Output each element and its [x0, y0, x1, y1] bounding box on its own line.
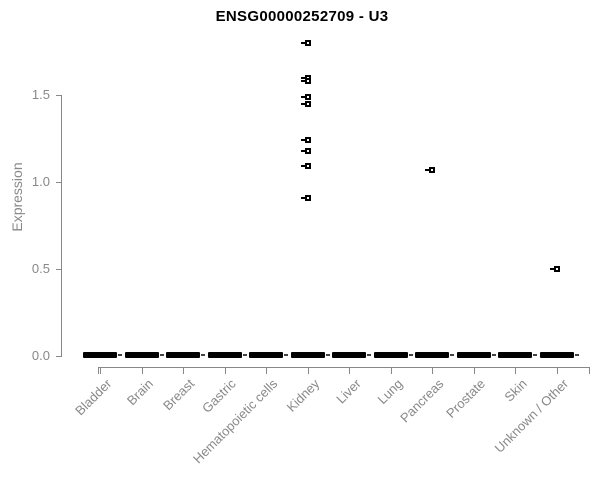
y-axis-tick: [56, 182, 62, 183]
zero-expression-bar: [124, 352, 159, 358]
zero-expression-bar: [373, 352, 408, 358]
data-point: [300, 78, 311, 85]
zero-expression-bar-cap: [491, 354, 496, 356]
y-axis-tick: [56, 269, 62, 270]
x-axis-endcap: [589, 368, 590, 374]
y-axis-tick: [56, 95, 62, 96]
x-axis-tick: [100, 368, 101, 374]
x-axis-tick: [349, 368, 350, 374]
x-tick-label: Brain: [124, 376, 157, 409]
data-point: [300, 163, 311, 170]
x-tick-label: Liver: [333, 376, 364, 407]
zero-expression-bar: [498, 352, 532, 358]
x-axis-tick: [557, 368, 558, 374]
y-tick-label: 0.0: [31, 348, 50, 363]
data-point: [549, 266, 560, 272]
data-point: [300, 147, 311, 154]
data-point: [425, 166, 435, 173]
x-tick-label: Prostate: [443, 376, 489, 421]
x-tick-label: Kidney: [283, 376, 323, 415]
x-axis-tick: [308, 368, 309, 374]
x-tick-label: Skin: [501, 376, 530, 405]
zero-expression-bar: [83, 352, 117, 358]
zero-expression-bar-cap: [533, 354, 537, 356]
y-axis-line: [61, 95, 62, 357]
y-tick-label: 1.0: [31, 174, 50, 189]
x-axis-tick: [266, 368, 267, 374]
zero-expression-bar-cap: [201, 354, 205, 356]
x-tick-label: Lung: [374, 376, 406, 408]
zero-expression-bar-cap: [118, 354, 122, 356]
data-point: [300, 93, 311, 100]
x-tick-label: Unknown / Other: [491, 376, 572, 456]
zero-expression-bar-cap: [284, 354, 288, 356]
x-axis-tick: [515, 368, 516, 374]
zero-expression-bar: [207, 352, 242, 358]
x-axis-tick: [474, 368, 475, 374]
y-tick-label: 0.5: [31, 261, 50, 276]
y-tick-label: 1.5: [31, 87, 50, 102]
x-axis-tick: [142, 368, 143, 374]
x-tick-label: Gastric: [199, 376, 240, 416]
zero-expression-bar-cap: [574, 354, 579, 356]
zero-expression-bar: [249, 352, 283, 358]
zero-expression-bar-cap: [325, 354, 330, 356]
zero-expression-bar: [456, 352, 491, 358]
zero-expression-bar-cap: [159, 354, 164, 356]
zero-expression-bar: [415, 352, 449, 358]
data-point: [300, 194, 311, 201]
data-point: [300, 39, 311, 46]
zero-expression-bar-cap: [408, 354, 413, 356]
zero-expression-bar-cap: [367, 354, 371, 356]
x-axis-tick: [391, 368, 392, 374]
y-axis-tick: [56, 356, 62, 357]
x-axis-tick: [432, 368, 433, 374]
x-axis-line: [98, 367, 590, 368]
zero-expression-bar: [539, 352, 574, 358]
x-tick-label: Bladder: [72, 376, 115, 419]
x-axis-tick: [225, 368, 226, 374]
x-axis-tick: [183, 368, 184, 374]
data-point: [300, 137, 311, 144]
zero-expression-bar: [332, 352, 366, 358]
x-tick-label: Breast: [160, 376, 198, 414]
zero-expression-bar-cap: [450, 354, 454, 356]
zero-expression-bar-cap: [242, 354, 247, 356]
zero-expression-bar: [290, 352, 325, 358]
zero-expression-bar: [166, 352, 200, 358]
data-point: [300, 100, 311, 107]
x-axis-endcap: [98, 368, 99, 374]
chart-title: ENSG00000252709 - U3: [215, 8, 389, 25]
x-tick-label: Pancreas: [397, 376, 447, 426]
